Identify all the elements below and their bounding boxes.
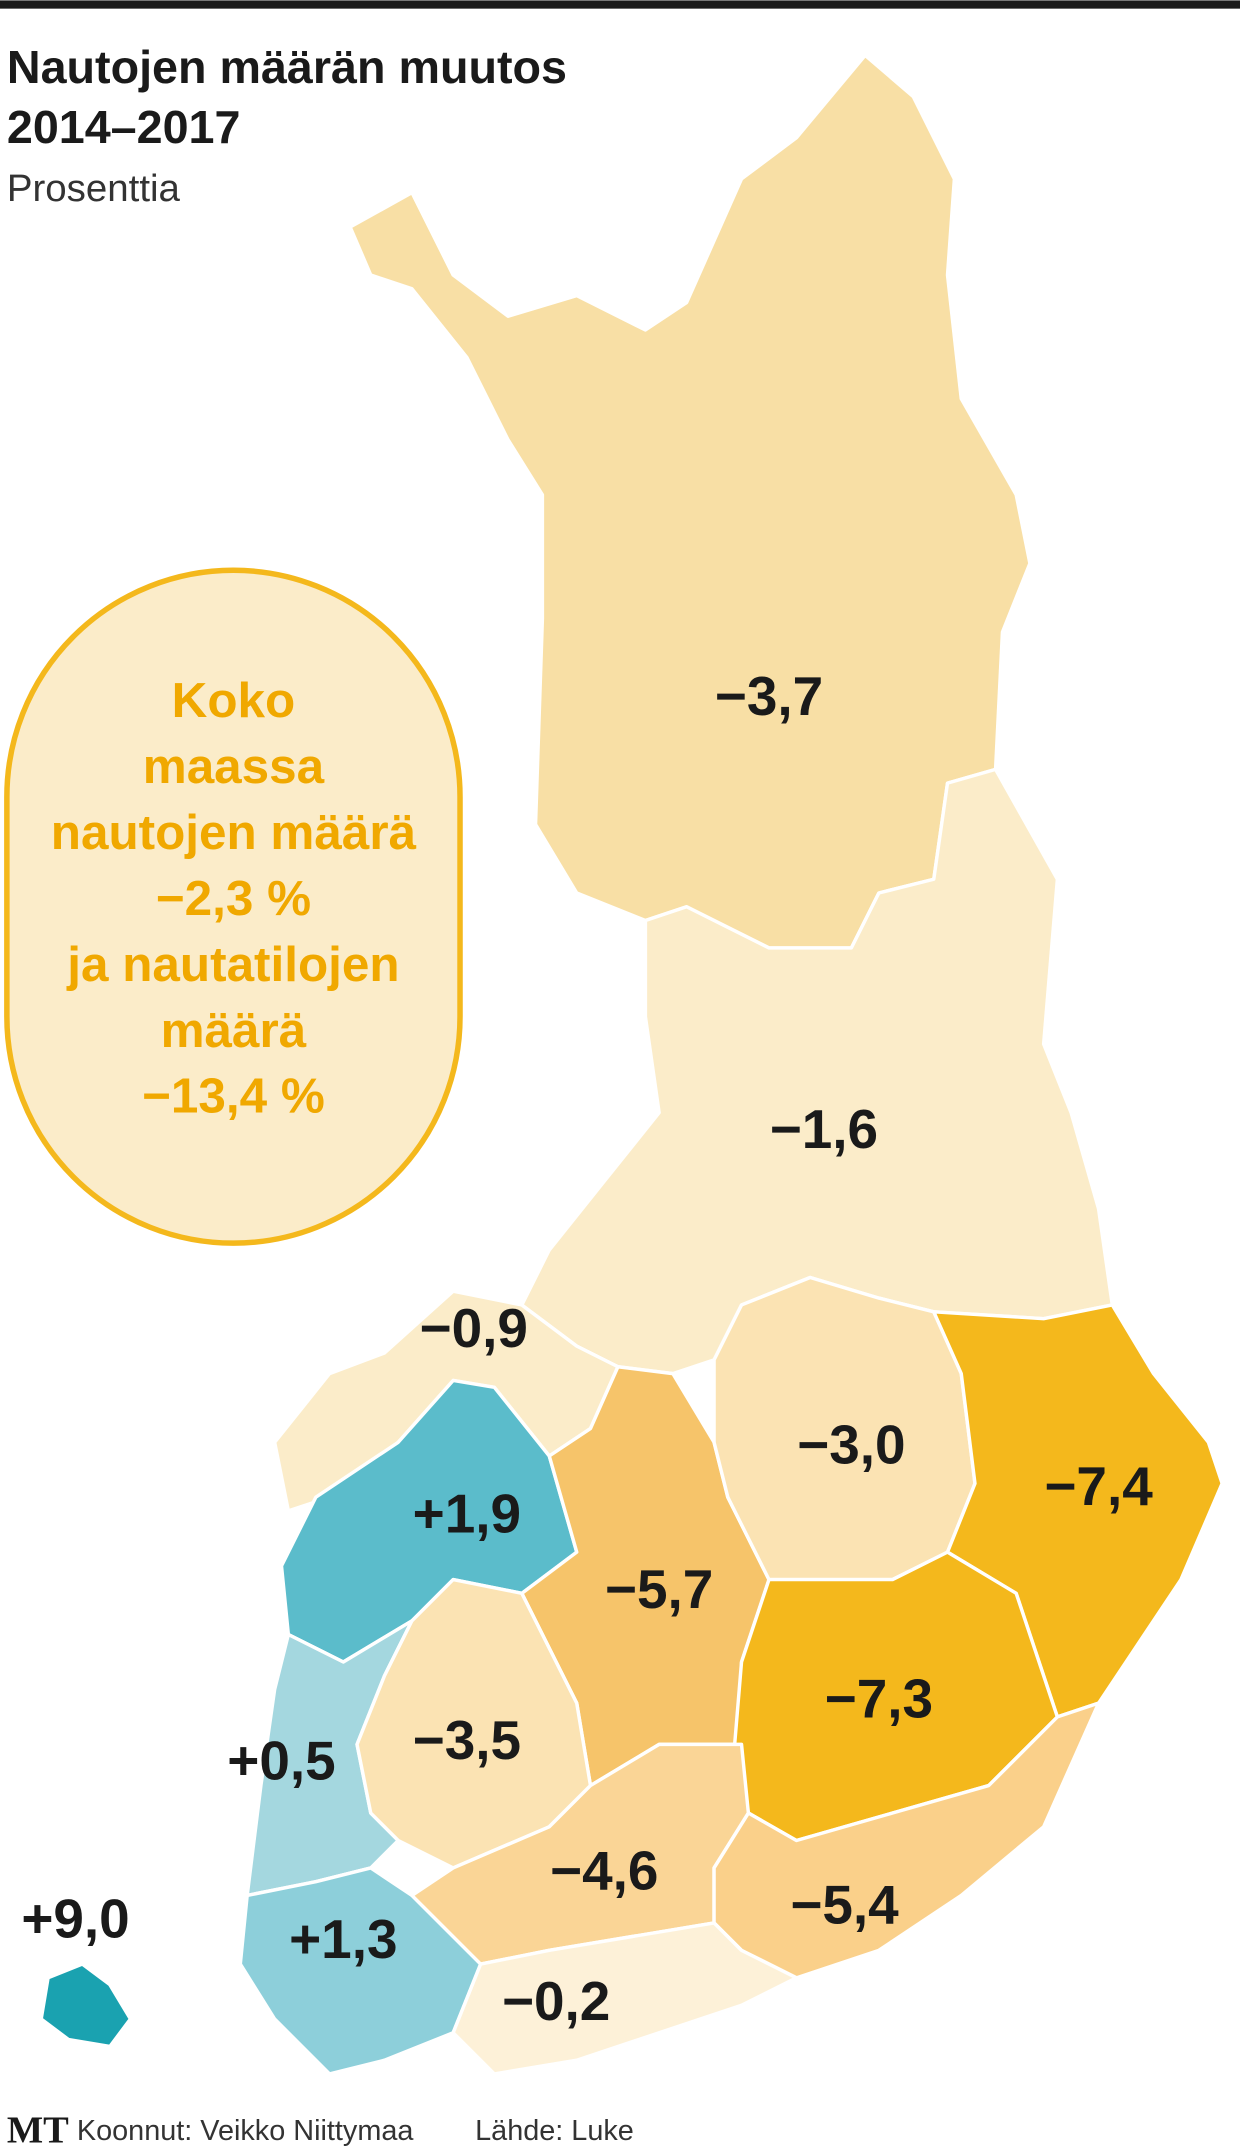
callout-box [4, 567, 463, 1246]
callout-line: −13,4 % [142, 1069, 325, 1124]
region-label: −4,6 [550, 1839, 658, 1901]
map [39, 53, 1224, 2076]
source: Lähde: Luke [475, 2115, 634, 2147]
callout-line: nautojen määrä [51, 805, 417, 860]
region-label: −7,4 [1044, 1455, 1153, 1517]
region-labels: −3,7 −1,6 −0,9 +1,9 −5,7 −3,0 −7,4 −7,3 … [21, 665, 1153, 2032]
region-label: +9,0 [21, 1887, 129, 1949]
callout: Koko maassa nautojen määrä −2,3 % ja nau… [4, 567, 463, 1246]
callout-line: maassa [143, 739, 325, 794]
region [39, 1962, 133, 2049]
title: 2014–2017 [7, 101, 241, 153]
region-label: +1,9 [413, 1482, 521, 1544]
callout-line: määrä [161, 1003, 307, 1058]
callout-line: ja nautatilojen [66, 937, 399, 992]
callout-line: Koko [172, 673, 296, 728]
region [451, 1921, 799, 2076]
credit: Koonnut: Veikko Niittymaa [77, 2115, 414, 2147]
top-bar [0, 0, 1240, 9]
region-label: −1,6 [770, 1098, 878, 1160]
title: Nautojen määrän muutos [7, 41, 567, 93]
region-label: −3,7 [715, 665, 823, 727]
region-label: +1,3 [289, 1908, 397, 1970]
region-label: −0,2 [502, 1970, 610, 2032]
region-label: −3,0 [797, 1414, 905, 1476]
footer: MT Koonnut: Veikko Niittymaa Lähde: Luke [7, 2110, 634, 2152]
region-label: −5,7 [605, 1558, 713, 1620]
subtitle: Prosenttia [7, 167, 181, 210]
region-label: +0,5 [227, 1729, 335, 1791]
region-label: −0,9 [420, 1297, 528, 1359]
logo: MT [7, 2110, 69, 2152]
region-label: −3,5 [413, 1709, 521, 1771]
region-label: −7,3 [825, 1668, 933, 1730]
region [932, 1303, 1224, 1719]
region [348, 53, 1032, 950]
callout-line: −2,3 % [156, 871, 311, 926]
region-label: −5,4 [790, 1874, 899, 1936]
